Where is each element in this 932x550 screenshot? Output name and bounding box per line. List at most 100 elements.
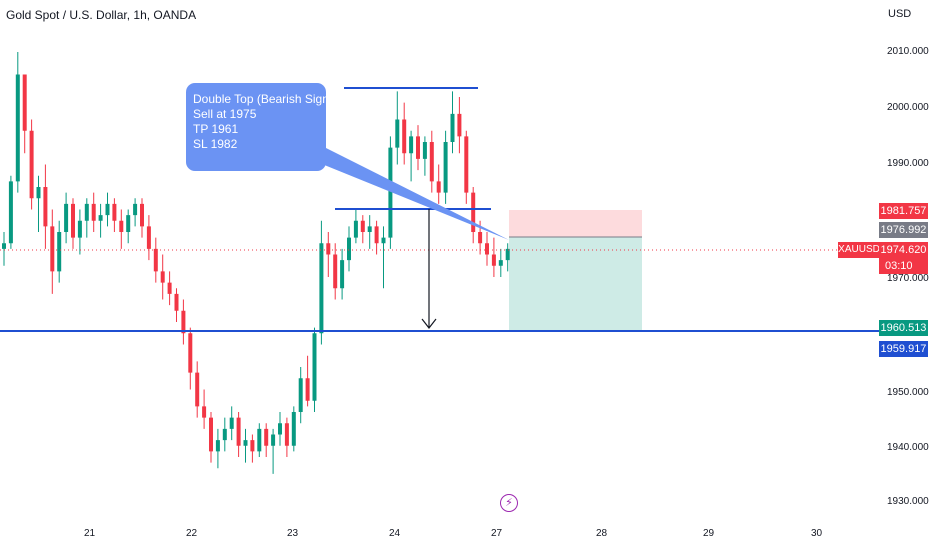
price-axis[interactable]: 2010.000 2000.000 1990.000 1970.000 1950…: [887, 46, 929, 507]
candle-body[interactable]: [464, 136, 469, 193]
candle-body[interactable]: [236, 417, 241, 446]
candle-body[interactable]: [298, 378, 303, 412]
candle-body[interactable]: [374, 226, 379, 244]
candle-body[interactable]: [291, 412, 296, 446]
callout-line: Double Top (Bearish Signal): [193, 92, 343, 106]
symbol-price-tag: XAUUSD: [838, 242, 880, 258]
candle-body[interactable]: [91, 203, 96, 221]
candle-body[interactable]: [243, 440, 248, 446]
candle-body[interactable]: [367, 226, 372, 232]
time-label: 23: [287, 528, 299, 539]
last-price-tag: 1974.620: [879, 242, 928, 258]
candle-body[interactable]: [105, 203, 110, 216]
candle-body[interactable]: [22, 74, 27, 131]
time-label: 24: [389, 528, 401, 539]
candle-body[interactable]: [2, 243, 6, 249]
candle-body[interactable]: [29, 130, 34, 199]
candle-body[interactable]: [209, 417, 213, 452]
candle-body[interactable]: [381, 237, 386, 244]
candle-body[interactable]: [485, 243, 489, 255]
candle-body[interactable]: [195, 372, 200, 407]
candle-body[interactable]: [181, 310, 186, 334]
candle-body[interactable]: [202, 406, 207, 418]
candle-body[interactable]: [491, 254, 496, 266]
take-profit-zone[interactable]: [509, 237, 642, 331]
candle-body[interactable]: [57, 232, 62, 272]
candle-body[interactable]: [84, 203, 89, 221]
callout-line: TP 1961: [193, 122, 239, 136]
callout-box[interactable]: Double Top (Bearish Signal) Sell at 1975…: [186, 83, 343, 171]
candle-body[interactable]: [416, 136, 420, 159]
candle-body[interactable]: [174, 293, 179, 311]
candle-body[interactable]: [284, 423, 289, 446]
stop-loss-zone[interactable]: [509, 210, 642, 237]
candle-body[interactable]: [222, 428, 227, 441]
candle-body[interactable]: [146, 226, 151, 249]
candle-body[interactable]: [50, 226, 55, 272]
candle-body[interactable]: [347, 237, 351, 261]
price-tick: 1950.000: [887, 387, 929, 398]
candle-body[interactable]: [388, 147, 393, 238]
candle-body[interactable]: [278, 423, 282, 435]
target-price-tag: 1960.513: [879, 320, 928, 336]
price-tick: 1930.000: [887, 496, 929, 507]
candle-body[interactable]: [167, 282, 172, 294]
candle-body[interactable]: [43, 187, 48, 227]
candle-body[interactable]: [333, 254, 338, 289]
time-label: 30: [811, 528, 823, 539]
candle-body[interactable]: [340, 260, 345, 289]
candles-layer: [2, 52, 510, 474]
candle-body[interactable]: [188, 333, 193, 373]
candle-body[interactable]: [8, 181, 13, 244]
candle-body[interactable]: [312, 333, 317, 401]
candle-body[interactable]: [250, 440, 255, 452]
candle-body[interactable]: [153, 248, 158, 272]
candle-body[interactable]: [264, 428, 269, 446]
candle-body[interactable]: [326, 243, 331, 255]
candle-body[interactable]: [112, 203, 117, 221]
candle-body[interactable]: [119, 220, 124, 232]
candle-body[interactable]: [71, 203, 75, 238]
candle-body[interactable]: [271, 434, 276, 446]
candle-body[interactable]: [457, 113, 462, 137]
symbol-title[interactable]: Gold Spot / U.S. Dollar, 1h, OANDA: [6, 8, 197, 22]
candle-body[interactable]: [64, 203, 69, 232]
candle-body[interactable]: [319, 243, 324, 334]
currency-label[interactable]: USD: [888, 8, 912, 20]
candle-body[interactable]: [409, 136, 414, 154]
time-axis[interactable]: 21 22 23 24 27 28 29 30: [84, 528, 823, 539]
candle-body[interactable]: [450, 113, 455, 142]
target-arrow-head: [421, 318, 437, 329]
candle-body[interactable]: [443, 142, 448, 193]
candle-body[interactable]: [77, 220, 82, 238]
candle-body[interactable]: [498, 260, 503, 266]
entry-price-tag: 1976.992: [879, 222, 928, 238]
candle-body[interactable]: [422, 142, 427, 159]
candle-body[interactable]: [98, 215, 103, 221]
callout-tail: [312, 148, 509, 240]
lightning-icon[interactable]: ⚡: [500, 494, 518, 512]
candle-body[interactable]: [305, 378, 310, 401]
candle-body[interactable]: [215, 440, 220, 452]
candle-body[interactable]: [133, 203, 138, 216]
candle-body[interactable]: [126, 215, 131, 232]
support-price-tag: 1959.917: [879, 341, 928, 357]
price-tick: 1940.000: [887, 442, 929, 453]
candle-body[interactable]: [429, 142, 434, 182]
candle-body[interactable]: [229, 417, 234, 429]
candle-body[interactable]: [505, 248, 510, 261]
candle-body[interactable]: [402, 119, 407, 154]
candle-body[interactable]: [395, 119, 400, 148]
candle-body[interactable]: [15, 74, 20, 182]
candle-body[interactable]: [436, 181, 441, 193]
candle-body[interactable]: [257, 428, 262, 452]
candle-body[interactable]: [36, 187, 41, 199]
candle-body[interactable]: [471, 192, 476, 232]
candle-body[interactable]: [353, 220, 358, 238]
time-label: 21: [84, 528, 96, 539]
candle-body[interactable]: [140, 203, 144, 227]
candle-body[interactable]: [478, 232, 483, 244]
candle-body[interactable]: [360, 220, 365, 232]
candle-body[interactable]: [160, 271, 165, 283]
